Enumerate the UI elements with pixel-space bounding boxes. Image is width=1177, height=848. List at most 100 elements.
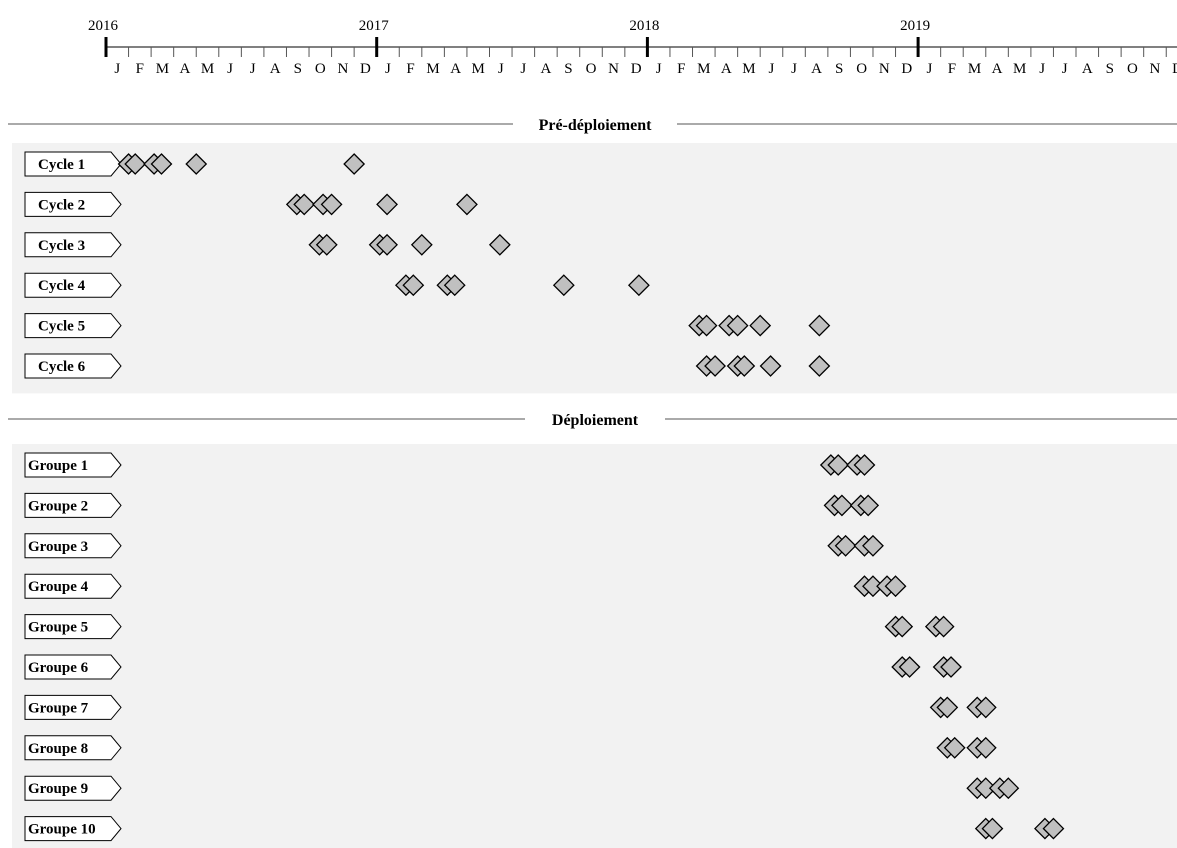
month-label: F xyxy=(677,61,685,77)
timeline-row: Groupe 2 xyxy=(24,492,880,518)
event-marker xyxy=(124,153,147,175)
row-label: Groupe 6 xyxy=(28,660,89,676)
row-label-tag xyxy=(24,654,122,680)
month-label: S xyxy=(835,61,843,77)
event-marker xyxy=(831,494,853,517)
year-label: 2018 xyxy=(629,18,659,34)
row-label-tag xyxy=(24,191,122,217)
month-label: D xyxy=(1172,61,1177,77)
timeline-row: Cycle 3 xyxy=(24,232,511,258)
month-label: M xyxy=(156,61,169,77)
section: Déploiement Groupe 1 Groupe 2 Groupe 3 Group… xyxy=(8,412,1177,848)
event-marker xyxy=(932,615,955,638)
event-marker xyxy=(293,193,316,216)
section-background xyxy=(12,143,1177,394)
event-marker xyxy=(704,355,726,377)
timeline-row: Cycle 6 xyxy=(24,353,831,379)
event-marker xyxy=(376,193,398,216)
section-title: Déploiement xyxy=(552,412,639,429)
event-marker xyxy=(981,817,1004,840)
event-marker xyxy=(695,314,718,337)
event-marker xyxy=(891,615,914,638)
event-marker xyxy=(315,233,338,256)
event-marker xyxy=(320,193,343,216)
row-label-tag xyxy=(24,452,122,478)
event-marker xyxy=(759,355,782,377)
timeline-row: Groupe 3 xyxy=(24,533,884,559)
month-label: J xyxy=(250,61,256,77)
month-label: A xyxy=(540,61,551,77)
row-label: Groupe 4 xyxy=(28,579,89,595)
row-label-tag xyxy=(24,313,122,339)
month-label: N xyxy=(879,61,890,77)
month-label: J xyxy=(769,61,775,77)
month-label: J xyxy=(791,61,797,77)
event-marker xyxy=(410,233,433,256)
event-marker xyxy=(936,696,959,719)
month-label: J xyxy=(520,61,526,77)
row-label-tag xyxy=(24,492,122,518)
event-marker xyxy=(834,534,857,557)
event-marker xyxy=(488,233,511,256)
row-label: Groupe 1 xyxy=(28,458,88,474)
event-marker xyxy=(726,314,749,337)
row-label: Groupe 7 xyxy=(28,700,89,716)
month-label: O xyxy=(856,61,867,77)
month-label: N xyxy=(1150,61,1161,77)
month-label: J xyxy=(1062,61,1068,77)
month-label: J xyxy=(114,61,120,77)
month-label: N xyxy=(337,61,348,77)
event-marker xyxy=(974,696,997,719)
month-label: O xyxy=(315,61,326,77)
month-label: S xyxy=(294,61,302,77)
timeline-row: Groupe 5 xyxy=(24,614,955,640)
event-marker xyxy=(997,777,1020,800)
row-label-tag xyxy=(24,735,122,761)
month-label: F xyxy=(136,61,144,77)
timeline-row: Cycle 2 xyxy=(24,191,478,217)
month-label: D xyxy=(631,61,642,77)
month-label: J xyxy=(1039,61,1045,77)
event-marker xyxy=(827,454,850,476)
event-marker xyxy=(552,274,575,297)
event-marker xyxy=(1042,817,1065,840)
row-label-tag xyxy=(24,533,122,559)
month-label: D xyxy=(360,61,371,77)
row-label-tag xyxy=(24,151,122,177)
timeline-row: Cycle 1 xyxy=(24,151,366,177)
month-label: M xyxy=(697,61,710,77)
month-label: A xyxy=(450,61,461,77)
row-label-tag xyxy=(24,272,122,298)
row-label-tag xyxy=(24,614,122,640)
month-label: J xyxy=(926,61,932,77)
event-marker xyxy=(185,153,208,175)
month-label: M xyxy=(968,61,981,77)
year-label: 2017 xyxy=(359,18,390,34)
timeline-row: Groupe 9 xyxy=(24,775,1020,801)
month-label: J xyxy=(227,61,233,77)
month-label: M xyxy=(472,61,485,77)
row-label-tag xyxy=(24,573,122,599)
month-label: A xyxy=(1082,61,1093,77)
month-label: D xyxy=(901,61,912,77)
row-label: Cycle 6 xyxy=(38,359,86,375)
event-marker xyxy=(808,314,831,337)
event-marker xyxy=(940,656,962,678)
event-marker xyxy=(862,534,884,557)
row-label: Cycle 3 xyxy=(38,238,85,254)
section: Pré-déploiement Cycle 1 Cycle 2 Cycle 3 Cycl… xyxy=(8,117,1177,394)
timeline-row: Cycle 4 xyxy=(24,272,650,298)
event-marker xyxy=(749,314,772,337)
timeline-row: Groupe 6 xyxy=(24,654,962,680)
month-label: A xyxy=(811,61,822,77)
month-label: O xyxy=(1127,61,1138,77)
row-label: Groupe 3 xyxy=(28,539,88,555)
event-marker xyxy=(627,274,650,297)
row-label: Groupe 5 xyxy=(28,620,88,636)
event-marker xyxy=(853,454,876,476)
event-marker xyxy=(456,193,478,216)
timeline-row: Groupe 4 xyxy=(24,573,907,599)
month-label: S xyxy=(1106,61,1114,77)
event-marker xyxy=(974,736,997,759)
